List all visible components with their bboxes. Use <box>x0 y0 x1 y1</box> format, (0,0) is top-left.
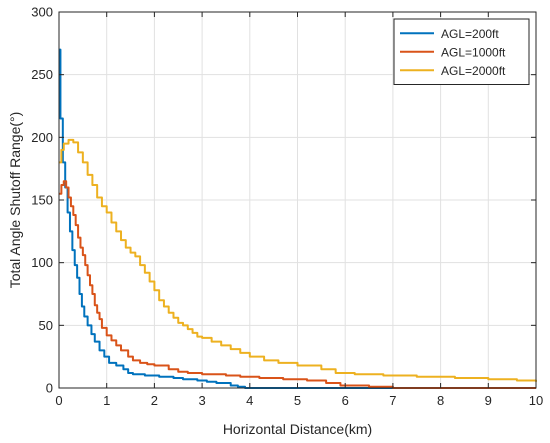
series-line-0 <box>59 48 536 389</box>
series-line-2 <box>59 138 537 382</box>
legend-label-2: AGL=2000ft <box>441 64 506 78</box>
legend-label-0: AGL=200ft <box>441 27 499 41</box>
x-tick-label: 0 <box>55 393 62 408</box>
y-tick-label: 150 <box>31 193 53 208</box>
y-tick-label: 250 <box>31 67 53 82</box>
legend: AGL=200ft AGL=1000ft AGL=2000ft <box>393 18 530 85</box>
legend-label-1: AGL=1000ft <box>441 45 506 59</box>
x-tick-label: 4 <box>246 393 253 408</box>
x-axis-label: Horizontal Distance(km) <box>223 421 372 437</box>
series-layer <box>59 48 537 389</box>
x-tick-label: 3 <box>198 393 205 408</box>
y-tick-label: 100 <box>31 255 53 270</box>
series-line-1 <box>59 180 536 389</box>
y-tick-label: 200 <box>31 130 53 145</box>
x-tick-label: 1 <box>103 393 110 408</box>
x-tick-label: 8 <box>437 393 444 408</box>
x-tick-label: 2 <box>151 393 158 408</box>
x-tick-label: 10 <box>529 393 543 408</box>
y-tick-label: 0 <box>46 381 53 396</box>
y-tick-label: 300 <box>31 5 53 20</box>
x-tick-label: 5 <box>294 393 301 408</box>
x-tick-label: 7 <box>389 393 396 408</box>
x-tick-label: 9 <box>485 393 492 408</box>
x-tick-label: 6 <box>342 393 349 408</box>
y-tick-label: 50 <box>39 318 53 333</box>
y-axis-label: Total Angle Shutoff Range(°) <box>7 112 23 289</box>
